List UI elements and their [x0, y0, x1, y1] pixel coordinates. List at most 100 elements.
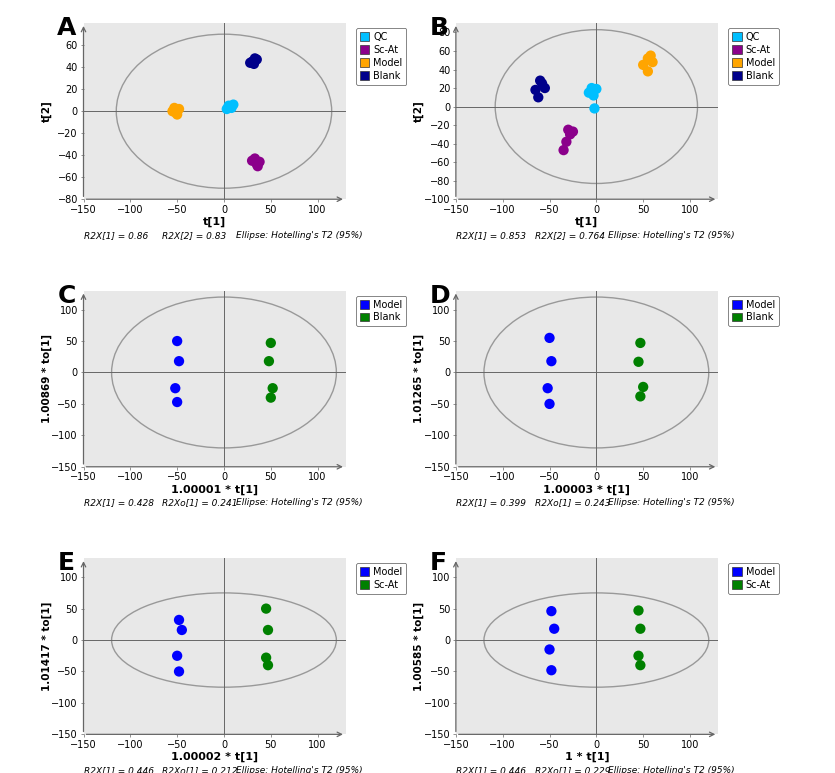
Text: R2X[1] = 0.446: R2X[1] = 0.446 — [456, 766, 526, 773]
Point — [223, 100, 236, 113]
Point — [566, 125, 579, 138]
Point — [248, 53, 261, 65]
Legend: Model, Blank: Model, Blank — [728, 295, 779, 326]
Point — [253, 155, 266, 168]
Point — [172, 103, 185, 115]
Point — [645, 56, 659, 68]
Point — [248, 152, 261, 165]
Point — [244, 56, 257, 69]
Point — [170, 396, 184, 408]
Point — [634, 659, 647, 672]
Text: R2X[1] = 0.428: R2X[1] = 0.428 — [84, 499, 154, 507]
Legend: QC, Sc-At, Model, Blank: QC, Sc-At, Model, Blank — [356, 28, 407, 84]
Text: Ellipse: Hotelling's T2 (95%): Ellipse: Hotelling's T2 (95%) — [235, 231, 362, 240]
Text: Ellipse: Hotelling's T2 (95%): Ellipse: Hotelling's T2 (95%) — [608, 499, 735, 507]
Point — [264, 337, 277, 349]
Point — [166, 105, 180, 117]
Point — [544, 664, 558, 676]
Point — [644, 49, 657, 62]
Point — [264, 391, 277, 404]
Point — [541, 382, 554, 394]
Point — [543, 643, 556, 656]
Point — [632, 604, 645, 617]
Text: R2Xo[1] = 0.243: R2Xo[1] = 0.243 — [534, 499, 610, 507]
Point — [172, 355, 185, 367]
Point — [222, 100, 235, 112]
Point — [534, 74, 547, 87]
Point — [634, 337, 647, 349]
Text: 1 * t[1]: 1 * t[1] — [564, 752, 610, 762]
Text: 1.00001 * t[1]: 1.00001 * t[1] — [171, 485, 258, 495]
Text: Ellipse: Hotelling's T2 (95%): Ellipse: Hotelling's T2 (95%) — [235, 766, 362, 773]
Text: 1.01265 * to[1]: 1.01265 * to[1] — [414, 334, 424, 424]
Text: B: B — [430, 16, 448, 40]
Point — [582, 87, 595, 99]
Point — [588, 102, 601, 114]
Point — [557, 144, 570, 156]
Point — [261, 624, 275, 636]
Text: 1.01417 * to[1]: 1.01417 * to[1] — [42, 601, 52, 691]
Point — [250, 158, 263, 170]
Text: R2Xo[1] = 0.212: R2Xo[1] = 0.212 — [162, 766, 238, 773]
Text: t[1]: t[1] — [203, 216, 226, 227]
Text: F: F — [430, 551, 447, 575]
Text: R2X[1] = 0.446: R2X[1] = 0.446 — [84, 766, 154, 773]
Text: t[2]: t[2] — [414, 100, 424, 122]
Point — [245, 56, 259, 68]
Point — [250, 53, 263, 66]
Text: t[2]: t[2] — [42, 100, 52, 122]
Point — [169, 382, 182, 394]
Point — [590, 83, 603, 95]
Text: R2X[1] = 0.86: R2X[1] = 0.86 — [84, 231, 148, 240]
Legend: Model, Blank: Model, Blank — [356, 295, 407, 326]
Text: 1.00869 * to[1]: 1.00869 * to[1] — [42, 334, 52, 424]
Text: 1.00002 * t[1]: 1.00002 * t[1] — [171, 752, 258, 762]
Point — [169, 106, 182, 118]
Text: R2X[2] = 0.764: R2X[2] = 0.764 — [534, 231, 605, 240]
Point — [247, 58, 261, 70]
Point — [632, 356, 645, 368]
Text: E: E — [58, 551, 74, 575]
Point — [587, 89, 600, 101]
Legend: Model, Sc-At: Model, Sc-At — [356, 564, 407, 594]
Point — [170, 335, 184, 347]
Text: 1.00585 * to[1]: 1.00585 * to[1] — [414, 601, 424, 691]
Point — [564, 128, 577, 141]
Point — [172, 666, 185, 678]
Point — [544, 355, 558, 367]
Point — [634, 622, 647, 635]
Text: C: C — [58, 284, 76, 308]
Text: R2X[1] = 0.399: R2X[1] = 0.399 — [456, 499, 526, 507]
Text: Ellipse: Hotelling's T2 (95%): Ellipse: Hotelling's T2 (95%) — [235, 499, 362, 507]
Text: R2Xo[1] = 0.241: R2Xo[1] = 0.241 — [162, 499, 238, 507]
Text: Ellipse: Hotelling's T2 (95%): Ellipse: Hotelling's T2 (95%) — [608, 766, 735, 773]
Point — [544, 605, 558, 618]
Point — [641, 65, 655, 77]
Point — [225, 102, 238, 114]
Text: t[1]: t[1] — [575, 216, 599, 227]
Point — [260, 602, 273, 615]
Point — [266, 382, 280, 394]
Point — [539, 82, 552, 94]
Point — [251, 160, 265, 172]
Point — [172, 614, 185, 626]
Point — [559, 135, 573, 148]
Point — [261, 659, 275, 672]
Point — [543, 332, 556, 344]
Point — [262, 355, 276, 367]
Point — [636, 381, 650, 393]
Text: A: A — [58, 16, 77, 40]
Text: Ellipse: Hotelling's T2 (95%): Ellipse: Hotelling's T2 (95%) — [608, 231, 735, 240]
Text: D: D — [430, 284, 450, 308]
Point — [543, 398, 556, 410]
Point — [632, 649, 645, 662]
Point — [175, 624, 189, 636]
Text: R2Xo[1] = 0.229: R2Xo[1] = 0.229 — [534, 766, 610, 773]
Point — [562, 124, 575, 136]
Legend: QC, Sc-At, Model, Blank: QC, Sc-At, Model, Blank — [728, 28, 779, 84]
Point — [170, 108, 184, 121]
Point — [532, 91, 545, 104]
Text: R2X[2] = 0.83: R2X[2] = 0.83 — [162, 231, 226, 240]
Point — [641, 53, 655, 65]
Point — [529, 83, 542, 96]
